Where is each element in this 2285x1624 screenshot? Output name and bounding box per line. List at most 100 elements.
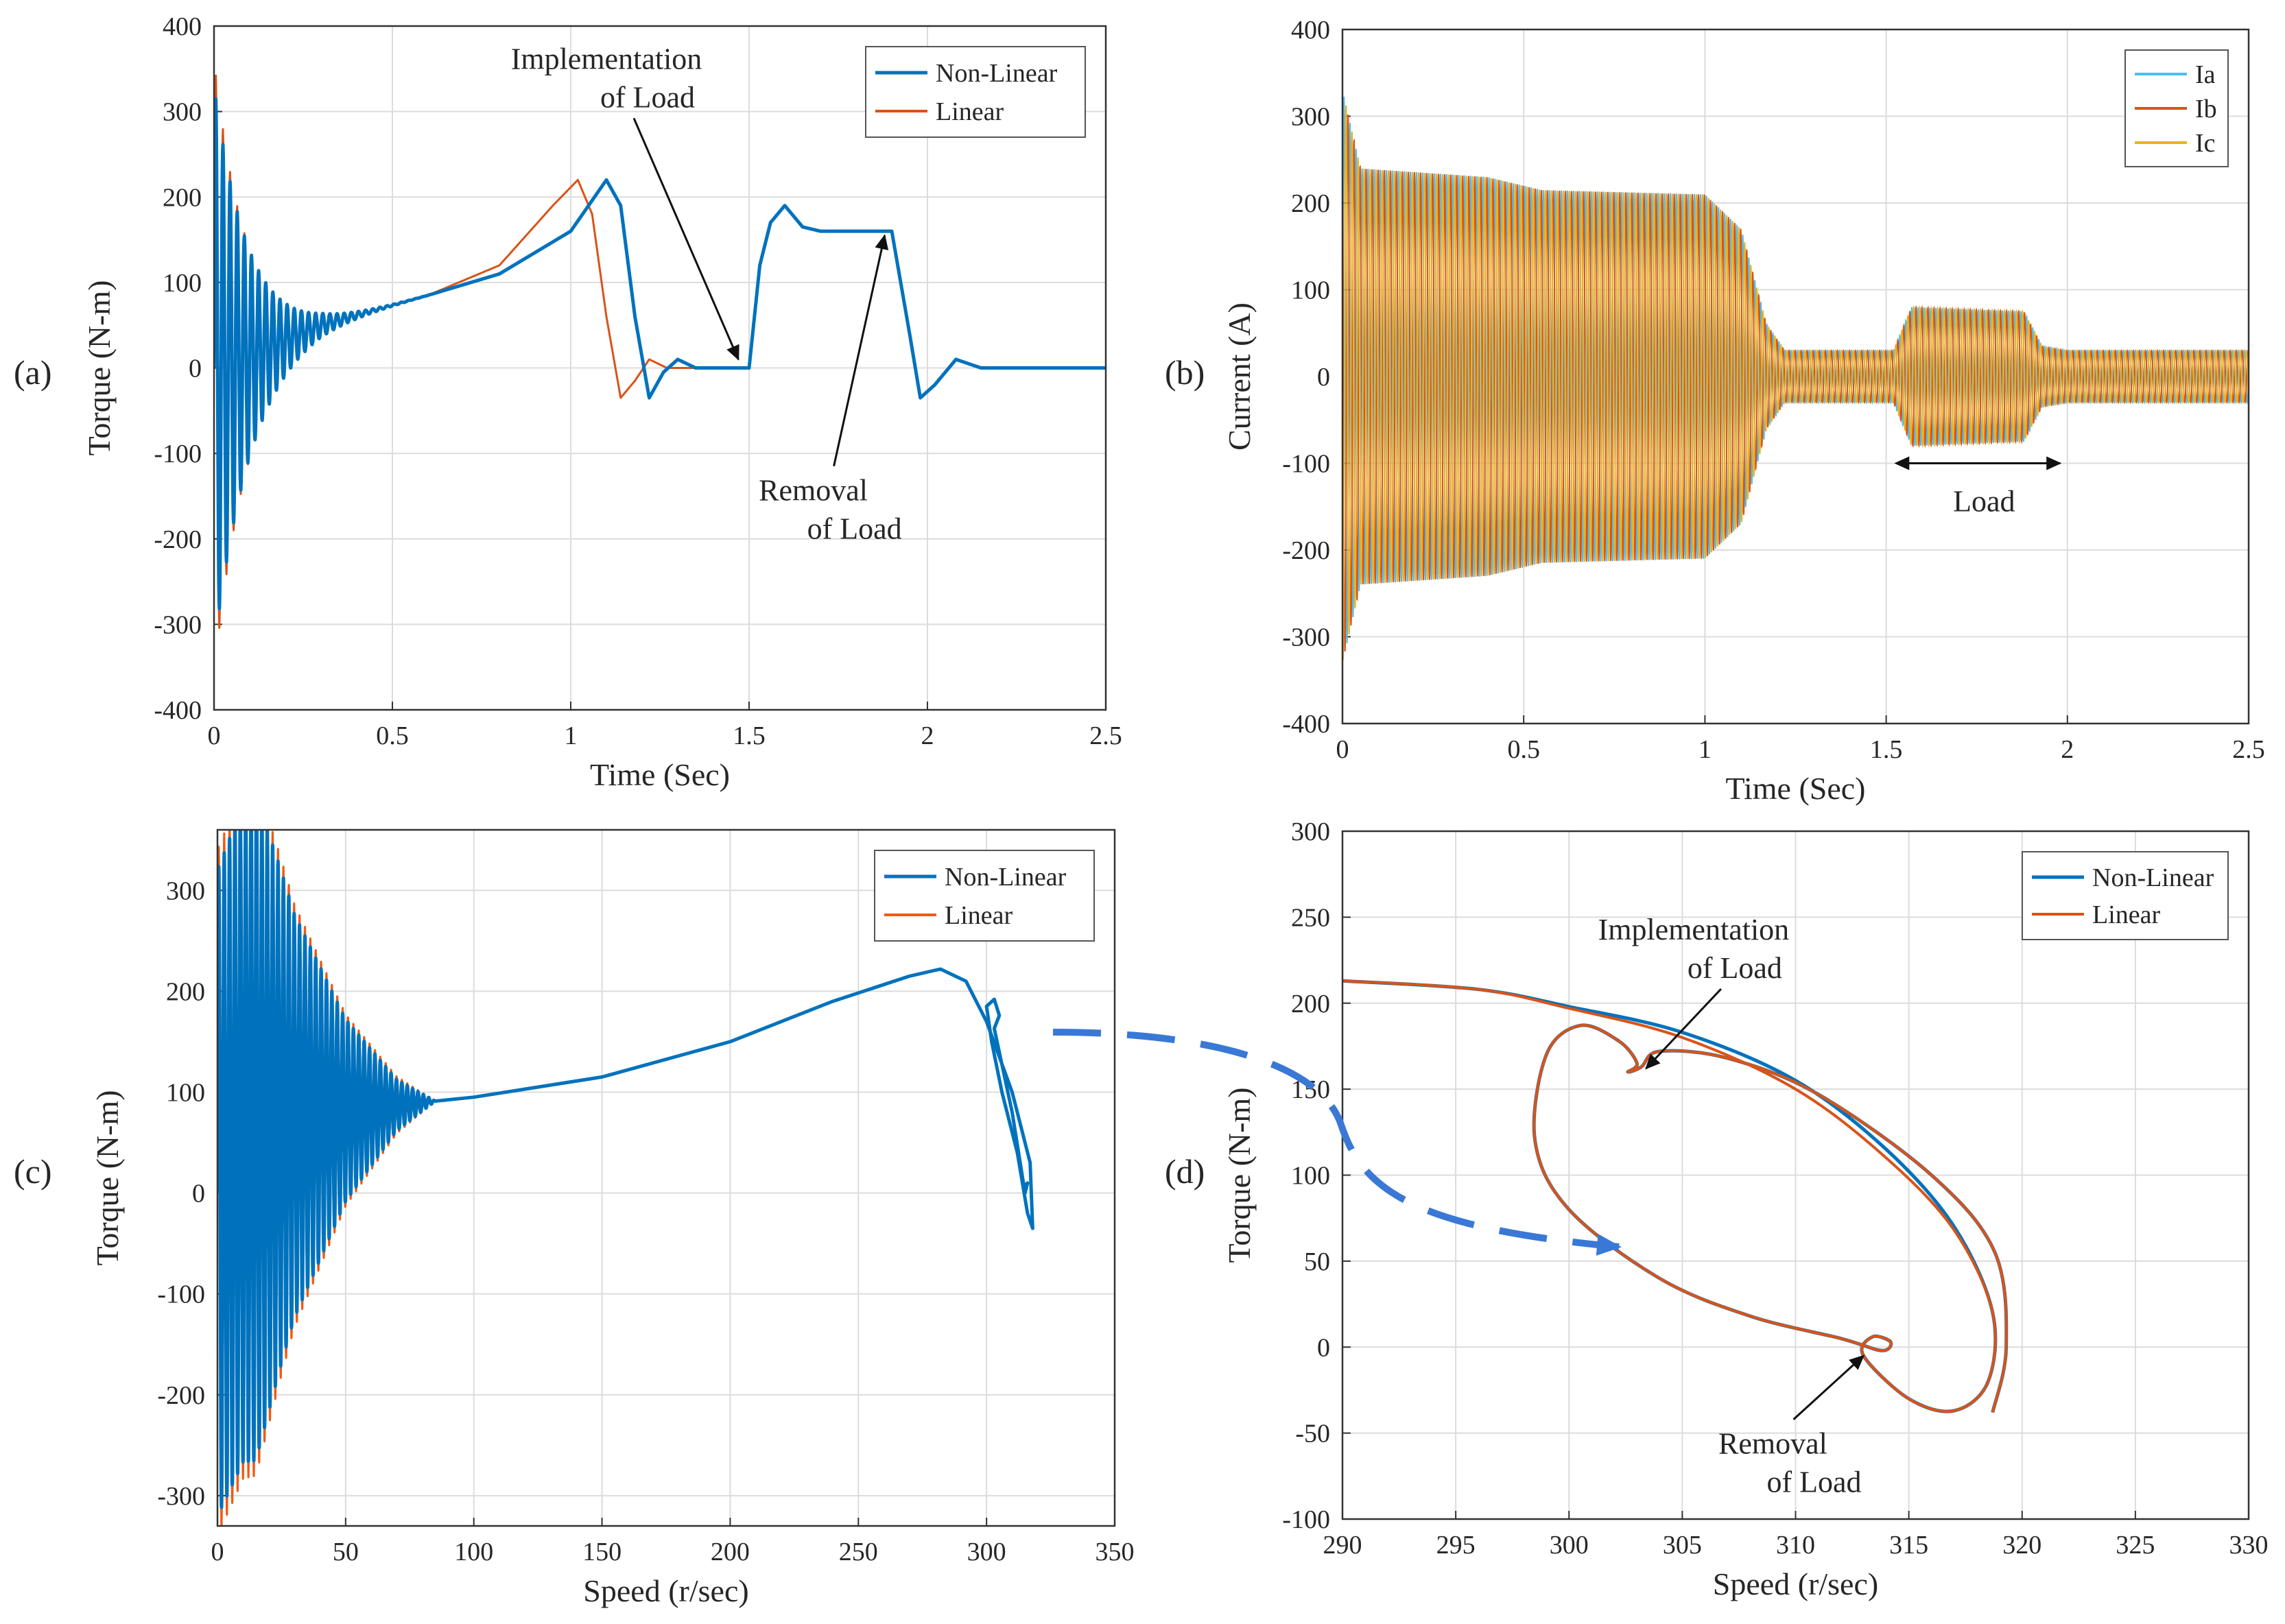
annotation-text: Implementation [511,42,702,75]
y-tick-label: 300 [166,876,205,905]
x-tick-label: 310 [1776,1531,1815,1560]
y-tick-label: -100 [1282,1505,1330,1534]
axes-frame-d [1341,830,2250,1520]
x-tick-label: 1.5 [1870,735,1903,764]
x-tick-label: 2.5 [1089,721,1122,750]
y-axis-label: Current (A) [1222,302,1257,451]
y-tick-label: 0 [1317,1333,1330,1362]
legend-label: Non-Linear [2092,863,2214,892]
series-line-ib [1342,114,2249,652]
legend-box [2022,851,2229,940]
legend-b: Ia Ib Ic [2124,49,2229,167]
annotation-text: Removal [1718,1427,1827,1461]
y-tick-label: 200 [163,183,202,212]
x-axis-label: Time (Sec) [590,757,730,792]
series-line-ia [1342,96,2249,644]
legend-a: Non-Linear Linear [865,46,1086,138]
y-tick-label: 200 [1291,189,1330,218]
annotation: Implementation of Load [1598,913,1790,1070]
y-tick-label: 300 [1291,817,1330,846]
x-tick-label: 305 [1663,1531,1702,1560]
panel-label-a: (a) [14,353,52,392]
y-tick-label: -50 [1295,1420,1330,1448]
annotation: Removal of Load [759,234,902,546]
annotation: Removal of Load [1718,1354,1865,1499]
x-tick-label: 295 [1436,1531,1476,1560]
x-tick-label: 0 [208,721,221,750]
y-tick-label: -100 [154,440,202,468]
y-tick-label: 100 [163,269,202,298]
plot-area-c [217,830,1115,1526]
y-tick-label: -300 [154,610,202,639]
x-tick-label: 325 [2116,1531,2155,1560]
x-tick-label: 2.5 [2232,735,2265,764]
y-tick-label: 0 [192,1180,205,1208]
legend-label: Ic [2195,129,2216,158]
annotation-text: of Load [1766,1466,1861,1499]
x-axis-label: Speed (r/sec) [583,1573,748,1608]
annotation-text: Implementation [1598,913,1790,946]
panel-d: 290 295 300 305 310 315 320 325 330 -100 -50 0 50 100… [1222,817,2269,1601]
annotation-text: of Load [600,80,695,114]
x-tick-label: 0 [211,1538,224,1566]
axes-frame-a [213,25,1107,711]
y-tick-label: 400 [1291,16,1330,45]
series-line-linear [1342,979,2008,1413]
y-tick-label: -200 [1282,536,1330,565]
legend-label: Non-Linear [936,59,1058,88]
x-tick-label: 300 [967,1538,1006,1566]
y-tick-label: -200 [154,525,202,554]
annotation-text: of Load [1688,951,1782,985]
legend-label: Linear [936,97,1004,126]
x-axis-label: Time (Sec) [1725,771,1865,806]
panel-b: 0 0.5 1 1.5 2 2.5 -400 -300 -200 -100 0 100 200 300 40… [1222,16,2265,806]
panel-label-b: (b) [1165,353,1205,392]
x-tick-label: 100 [454,1538,493,1566]
annotation: Load [1894,456,2062,518]
y-tick-label: 100 [1291,276,1330,305]
y-axis-label: Torque (N-m) [82,280,117,455]
y-tick-label: -100 [157,1280,205,1309]
y-tick-label: -100 [1282,450,1330,479]
series-line-non-linear [214,97,1106,610]
series-line-ic [1342,105,2249,661]
panel-label-c: (c) [14,1152,52,1191]
panel-a: 0 0.5 1 1.5 2 2.5 -400 -300 -200 -100 0 100 200 300 40… [82,12,1122,792]
panel-label-d: (d) [1165,1152,1205,1191]
y-tick-label: 0 [189,355,202,383]
y-tick-label: -300 [1282,623,1330,652]
x-tick-label: 0.5 [376,721,409,750]
series-line-non-linear [217,830,1034,1509]
x-tick-label: 2 [2061,735,2074,764]
y-tick-label: -200 [157,1381,205,1410]
y-tick-label: 300 [1291,103,1330,132]
annotation-text: of Load [807,512,902,546]
annotation-arrow [1645,988,1722,1070]
y-tick-label: 250 [1291,903,1330,932]
x-tick-label: 315 [1889,1531,1928,1560]
annotation-arrow [833,234,889,466]
x-tick-label: 250 [839,1538,878,1566]
y-tick-label: 100 [166,1078,205,1107]
x-tick-label: 1 [565,721,578,750]
x-tick-label: 1 [1698,735,1712,764]
legend-label: Linear [2092,900,2161,929]
panel-c: 0 50 100 150 200 250 300 350 -300 -200 -100 0 100 200… [90,828,1135,1608]
y-tick-label: 50 [1304,1247,1330,1276]
legend-c: Non-Linear Linear [874,850,1095,942]
x-tick-label: 300 [1550,1531,1589,1560]
y-tick-label: 100 [1291,1162,1330,1191]
legend-d: Non-Linear Linear [2022,851,2229,940]
y-tick-label: -400 [154,696,202,725]
y-tick-label: 400 [163,12,202,41]
y-axis-label: Torque (N-m) [90,1090,125,1265]
x-tick-label: 330 [2229,1531,2269,1560]
x-tick-label: 1.5 [733,721,766,750]
annotation-text: Removal [759,474,868,508]
legend-box [865,46,1086,138]
x-tick-label: 2 [921,721,934,750]
x-tick-label: 0.5 [1507,735,1540,764]
axes-frame-b [1341,28,2250,725]
legend-label: Linear [945,901,1013,930]
